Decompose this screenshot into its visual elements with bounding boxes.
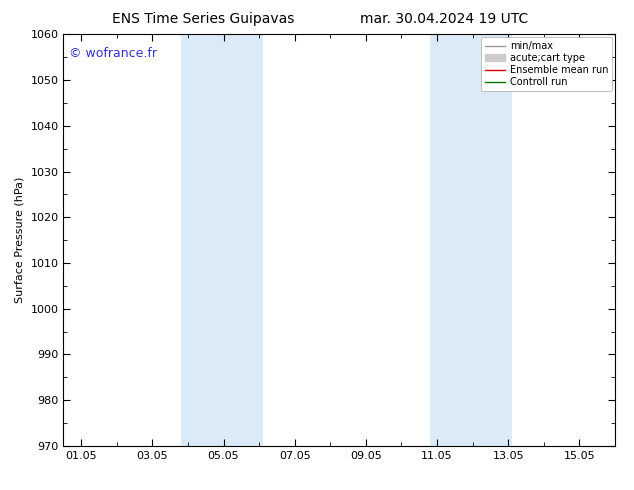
Text: © wofrance.fr: © wofrance.fr (69, 47, 157, 60)
Legend: min/max, acute;cart type, Ensemble mean run, Controll run: min/max, acute;cart type, Ensemble mean … (481, 37, 612, 91)
Bar (430, 34, 512, 446)
Y-axis label: Surface Pressure (hPa): Surface Pressure (hPa) (15, 177, 25, 303)
Text: mar. 30.04.2024 19 UTC: mar. 30.04.2024 19 UTC (359, 12, 528, 26)
Bar (181, 34, 262, 446)
Text: ENS Time Series Guipavas: ENS Time Series Guipavas (112, 12, 294, 26)
